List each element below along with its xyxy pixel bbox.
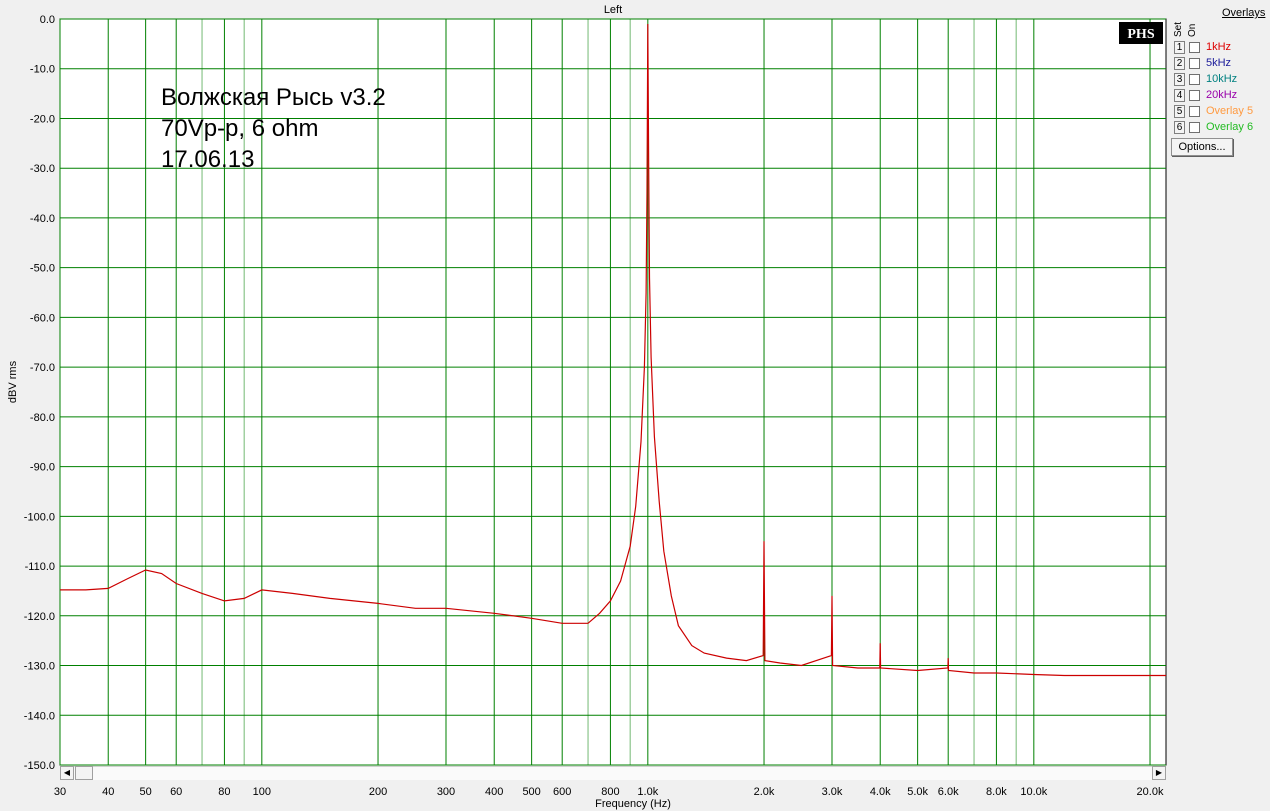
x-tick-label: 2.0k bbox=[754, 786, 775, 798]
series-line bbox=[60, 23, 1166, 677]
overlay-on-checkbox[interactable] bbox=[1189, 58, 1200, 69]
overlay-on-checkbox[interactable] bbox=[1189, 122, 1200, 133]
y-tick-label: -150.0 bbox=[24, 760, 55, 772]
x-tick-label: 8.0k bbox=[986, 786, 1007, 798]
x-tick-label: 1.0k bbox=[637, 786, 658, 798]
overlay-on-checkbox[interactable] bbox=[1189, 90, 1200, 101]
y-tick-label: -20.0 bbox=[30, 113, 55, 125]
overlay-label: 1kHz bbox=[1206, 41, 1232, 53]
y-tick-label: -140.0 bbox=[24, 710, 55, 722]
overlay-on-checkbox[interactable] bbox=[1189, 106, 1200, 117]
overlay-row: 2 5kHz bbox=[1174, 56, 1270, 71]
y-tick-label: -60.0 bbox=[30, 312, 55, 324]
x-axis-label: Frequency (Hz) bbox=[595, 798, 671, 810]
x-tick-label: 10.0k bbox=[1020, 786, 1047, 798]
overlays-panel: Overlays Set On 1 1kHz 2 5kHz 3 10kHz 4 20kHz 5 O… bbox=[1168, 0, 1270, 160]
overlay-row: 5 Overlay 5 bbox=[1174, 104, 1270, 119]
x-tick-label: 20.0k bbox=[1137, 786, 1164, 798]
scroll-left-icon[interactable]: ◀ bbox=[60, 766, 74, 780]
overlay-set-button[interactable]: 1 bbox=[1174, 41, 1185, 54]
overlay-set-button[interactable]: 2 bbox=[1174, 57, 1185, 70]
overlay-set-button[interactable]: 4 bbox=[1174, 89, 1185, 102]
overlay-row: 1 1kHz bbox=[1174, 40, 1270, 55]
y-tick-label: -40.0 bbox=[30, 213, 55, 225]
x-tick-label: 5.0k bbox=[907, 786, 928, 798]
y-tick-label: -110.0 bbox=[25, 561, 55, 573]
overlay-set-button[interactable]: 3 bbox=[1174, 73, 1185, 86]
overlay-label: 5kHz bbox=[1206, 57, 1232, 69]
set-column-header: Set bbox=[1173, 21, 1184, 37]
x-tick-label: 6.0k bbox=[938, 786, 959, 798]
y-axis-label: dBV rms bbox=[7, 360, 19, 403]
horizontal-scrollbar[interactable] bbox=[60, 766, 1166, 780]
phs-logo bbox=[1119, 22, 1163, 44]
on-column-header: On bbox=[1187, 23, 1198, 37]
x-tick-label: 100 bbox=[253, 786, 271, 798]
x-tick-label: 200 bbox=[369, 786, 387, 798]
y-tick-label: -30.0 bbox=[30, 163, 55, 175]
chart-annotation: 70Vp-p, 6 ohm bbox=[161, 115, 318, 142]
chart-annotation: 17.06.13 bbox=[161, 146, 254, 173]
x-tick-label: 800 bbox=[601, 786, 619, 798]
overlay-row: 4 20kHz bbox=[1174, 88, 1270, 103]
overlay-set-button[interactable]: 5 bbox=[1174, 105, 1185, 118]
y-tick-label: 0.0 bbox=[40, 14, 55, 26]
overlay-set-button[interactable]: 6 bbox=[1174, 121, 1185, 134]
x-tick-label: 30 bbox=[54, 786, 66, 798]
overlay-label: Overlay 5 bbox=[1206, 105, 1254, 117]
spectrum-chart: Left 30 40 50 60 80 100 200 300 400 500 600 800 1.0k 2… bbox=[7, 4, 1167, 810]
y-tick-label: -70.0 bbox=[30, 362, 55, 374]
overlay-label: Overlay 6 bbox=[1206, 121, 1254, 133]
overlay-row: 6 Overlay 6 bbox=[1174, 120, 1270, 135]
phs-logo-text: PHS bbox=[1127, 27, 1154, 42]
chart-annotation: Волжская Рысь v3.2 bbox=[161, 84, 386, 111]
x-tick-label: 50 bbox=[140, 786, 152, 798]
overlay-label: 10kHz bbox=[1206, 73, 1238, 85]
y-tick-label: -100.0 bbox=[24, 511, 55, 523]
y-tick-label: -90.0 bbox=[30, 462, 55, 474]
overlay-on-checkbox[interactable] bbox=[1189, 42, 1200, 53]
chart-title: Left bbox=[604, 4, 622, 16]
overlay-row: 3 10kHz bbox=[1174, 72, 1270, 87]
y-tick-label: -10.0 bbox=[30, 64, 55, 76]
scroll-thumb[interactable] bbox=[75, 766, 93, 780]
x-tick-label: 3.0k bbox=[822, 786, 843, 798]
x-tick-label: 4.0k bbox=[870, 786, 891, 798]
overlay-label: 20kHz bbox=[1206, 89, 1238, 101]
x-tick-label: 40 bbox=[102, 786, 114, 798]
overlay-on-checkbox[interactable] bbox=[1189, 74, 1200, 85]
x-tick-label: 600 bbox=[553, 786, 571, 798]
y-tick-label: -50.0 bbox=[30, 263, 55, 275]
x-tick-label: 80 bbox=[218, 786, 230, 798]
x-tick-label: 400 bbox=[485, 786, 503, 798]
scroll-right-icon[interactable]: ▶ bbox=[1152, 766, 1166, 780]
y-tick-label: -130.0 bbox=[24, 661, 55, 673]
x-tick-label: 300 bbox=[437, 786, 455, 798]
options-button[interactable]: Options... bbox=[1171, 138, 1233, 156]
overlays-title: Overlays bbox=[1222, 7, 1266, 19]
x-tick-label: 500 bbox=[522, 786, 540, 798]
y-tick-label: -80.0 bbox=[30, 412, 55, 424]
x-tick-label: 60 bbox=[170, 786, 182, 798]
y-tick-label: -120.0 bbox=[24, 611, 55, 623]
